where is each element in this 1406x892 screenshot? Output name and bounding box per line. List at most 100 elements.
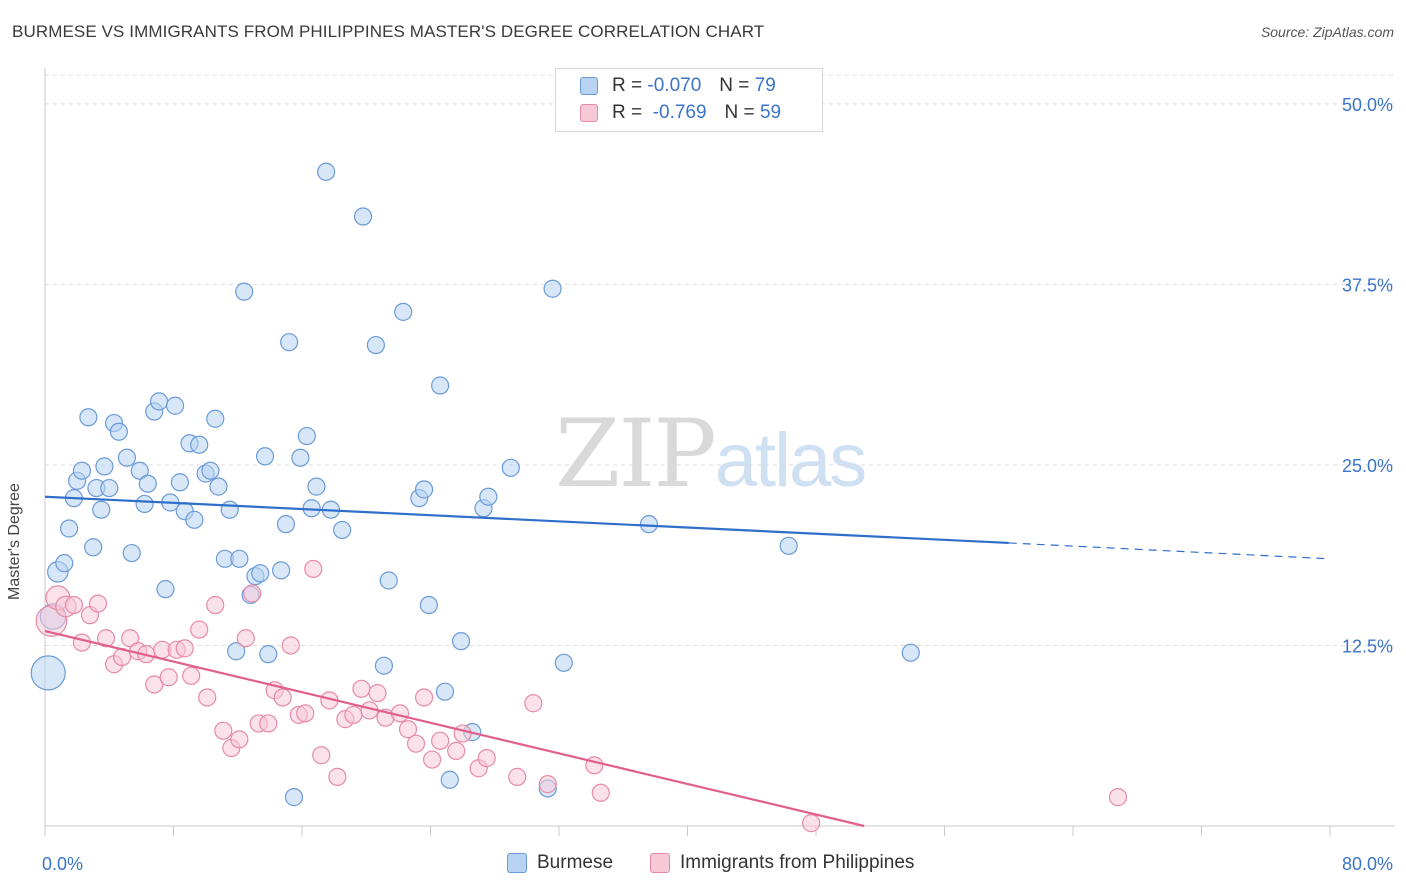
burmese-point	[59, 519, 79, 538]
burmese-point	[394, 302, 413, 321]
x-tick-label: 0.0%	[42, 854, 83, 874]
burmese-point	[92, 500, 111, 519]
legend-label-burmese: Burmese	[537, 852, 614, 873]
y-tick-label: 12.5%	[1342, 636, 1393, 656]
burmese-point	[272, 561, 291, 580]
philippines-point	[802, 814, 821, 833]
philippines-point	[296, 704, 315, 723]
burmese-point	[206, 409, 225, 428]
philippines-point	[524, 694, 543, 713]
burmese-point	[117, 448, 137, 467]
legend-n-label: N =	[719, 75, 750, 96]
legend-r-value-burmese: -0.070	[647, 75, 702, 96]
burmese-point	[435, 682, 455, 701]
watermark-zip: ZIP	[555, 400, 717, 509]
philippines-point	[508, 767, 527, 786]
burmese-trend-extension	[1008, 542, 1331, 560]
x-tick-label: 80.0%	[1342, 854, 1393, 874]
legend-swatch-burmese	[580, 77, 598, 95]
burmese-points	[30, 162, 920, 807]
philippines-point	[312, 746, 331, 765]
burmese-point	[901, 643, 920, 662]
axes	[44, 68, 1395, 836]
legend-r-label: R =	[612, 102, 643, 123]
legend-r-value-philippines: -0.769	[652, 102, 707, 123]
philippines-point	[477, 749, 496, 768]
philippines-point	[453, 724, 472, 743]
tick-labels: 12.5% 25.0% 37.5% 50.0% 0.0% 80.0%	[42, 95, 1393, 874]
legend-r-label: R =	[612, 75, 643, 96]
burmese-point	[479, 487, 498, 506]
burmese-point	[431, 376, 450, 395]
burmese-point	[501, 458, 520, 477]
burmese-point	[79, 408, 98, 427]
philippines-point	[145, 675, 164, 694]
burmese-point	[379, 571, 398, 590]
burmese-point	[166, 396, 185, 415]
burmese-point	[185, 510, 204, 529]
burmese-point	[84, 538, 103, 557]
philippines-point	[398, 720, 418, 739]
legend-label-philippines: Immigrants from Philippines	[680, 852, 915, 873]
philippines-point	[159, 668, 178, 687]
y-tick-label: 50.0%	[1342, 95, 1393, 115]
philippines-point	[281, 636, 300, 655]
burmese-point	[220, 500, 239, 519]
philippines-point	[259, 714, 278, 733]
burmese-point	[316, 162, 336, 181]
legend-swatch-burmese	[507, 853, 527, 873]
chart-title: BURMESE VS IMMIGRANTS FROM PHILIPPINES M…	[12, 22, 765, 41]
philippines-points	[35, 559, 1128, 833]
philippines-point	[88, 594, 108, 613]
trend-lines	[44, 495, 1331, 828]
philippines-point	[591, 783, 610, 802]
burmese-point	[122, 543, 141, 563]
burmese-point	[779, 536, 798, 555]
burmese-point	[333, 520, 352, 540]
burmese-point	[170, 473, 190, 492]
burmese-point	[307, 477, 326, 496]
burmese-point	[543, 279, 562, 298]
burmese-point	[366, 335, 385, 355]
philippines-point	[344, 705, 363, 724]
legend-n-value-burmese: 79	[754, 75, 776, 96]
burmese-point	[419, 595, 438, 615]
philippines-point	[214, 721, 233, 740]
burmese-point	[280, 333, 299, 352]
burmese-point	[291, 448, 310, 467]
burmese-point	[353, 207, 373, 226]
legend-n-value-philippines: 59	[759, 102, 782, 123]
burmese-point	[554, 653, 573, 672]
legend-n-label: N =	[724, 102, 755, 123]
burmese-point	[190, 435, 209, 454]
philippines-point	[273, 688, 292, 707]
philippines-point	[243, 584, 262, 603]
philippines-point	[368, 684, 387, 703]
burmese-trend-line	[44, 495, 1009, 545]
burmese-point	[639, 515, 659, 534]
burmese-point	[259, 645, 278, 664]
burmese-point	[297, 426, 316, 446]
philippines-point	[304, 559, 323, 579]
burmese-point	[284, 788, 304, 807]
burmese-point	[251, 564, 270, 583]
philippines-point	[121, 629, 140, 648]
burmese-point	[209, 477, 228, 496]
burmese-point	[135, 494, 154, 514]
y-tick-label: 37.5%	[1342, 275, 1393, 295]
burmese-point	[55, 554, 74, 573]
watermark-atlas: atlas	[714, 418, 868, 503]
legend-swatch-philippines	[650, 853, 670, 873]
watermark: ZIPatlas	[555, 400, 868, 509]
philippines-point	[1108, 788, 1128, 807]
philippines-point	[447, 741, 466, 761]
legend-row-burmese: R = -0.070 N = 79	[580, 74, 776, 98]
burmese-point	[109, 422, 128, 441]
burmese-point	[156, 580, 175, 599]
y-axis-label: Master's Degree	[6, 483, 23, 600]
philippines-point	[96, 629, 116, 648]
philippines-point	[230, 730, 249, 749]
burmese-point	[100, 478, 119, 498]
burmese-point	[138, 474, 157, 493]
